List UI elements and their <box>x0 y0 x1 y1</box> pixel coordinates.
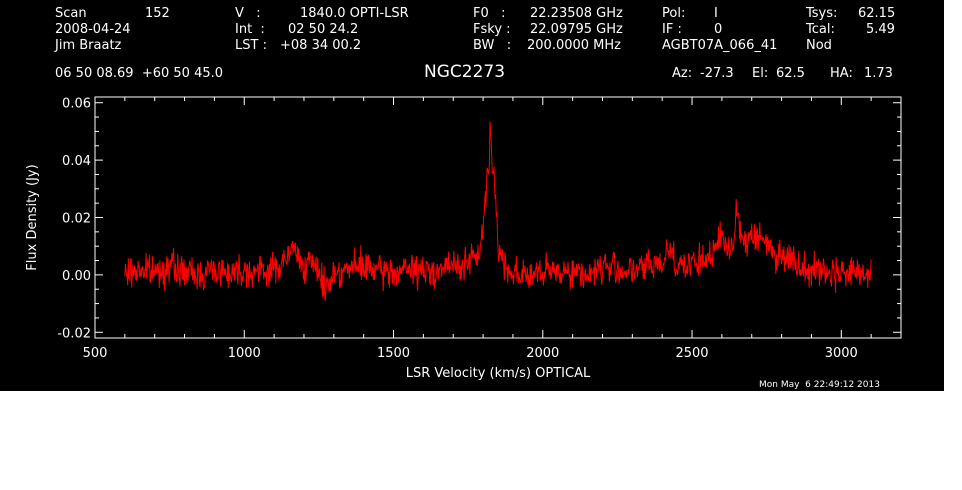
y-tick-label: 0.06 <box>62 97 91 112</box>
project-id: AGBT07A_066_41 <box>662 38 778 53</box>
plot-panel <box>0 0 944 391</box>
x-axis-label: LSR Velocity (km/s) OPTICAL <box>406 366 591 381</box>
series-line-0 <box>124 121 872 302</box>
x-tick-label: 3000 <box>825 346 858 361</box>
tcal-value: 5.49 <box>866 22 895 37</box>
x-tick-label: 500 <box>83 346 108 361</box>
observer-name: Jim Braatz <box>55 38 122 53</box>
spectrum-chart: 500 1000 1500 2000 2500 3000 -0.02 0.00 0.02 0.04… <box>25 96 902 381</box>
y-tick-label: 0.00 <box>62 269 91 284</box>
bw-value: 200.0000 MHz <box>527 38 621 53</box>
source-name: NGC2273 <box>424 62 506 82</box>
if-label: IF : <box>662 22 682 37</box>
obs-date: 2008-04-24 <box>55 22 131 37</box>
x-tick-label: 1500 <box>377 346 410 361</box>
plot-timestamp: Mon May 6 22:49:12 2013 <box>759 380 880 390</box>
bw-label: BW : <box>473 38 512 53</box>
y-tick-label: 0.04 <box>62 154 91 169</box>
el-label: El: <box>752 66 769 81</box>
fsky-value: 22.09795 GHz <box>530 22 623 37</box>
tsys-label: Tsys: <box>806 6 838 21</box>
ha-value: 1.73 <box>864 66 893 81</box>
source-coords: 06 50 08.69 +60 50 45.0 <box>55 66 224 81</box>
y-tick-label: -0.02 <box>57 326 91 341</box>
if-value: 0 <box>714 22 723 37</box>
velocity-label: V : <box>235 6 261 21</box>
el-value: 62.5 <box>776 66 805 81</box>
pol-value: I <box>714 6 718 21</box>
fsky-label: Fsky : <box>473 22 511 37</box>
int-value: 02 50 24.2 <box>288 22 359 37</box>
x-tick-label: 2500 <box>675 346 708 361</box>
scan-value: 152 <box>145 6 170 21</box>
lst-label: LST : <box>235 38 267 53</box>
axes-frame <box>94 96 902 339</box>
obs-mode: Nod <box>806 38 832 53</box>
lst-value: +08 34 00.2 <box>280 38 362 53</box>
az-value: -27.3 <box>700 66 734 81</box>
tsys-value: 62.15 <box>858 6 896 21</box>
az-label: Az: <box>672 66 693 81</box>
x-tick-label: 1000 <box>228 346 261 361</box>
int-label: Int : <box>235 22 265 37</box>
pol-label: Pol: <box>662 6 686 21</box>
y-tick-label: 0.02 <box>62 212 91 227</box>
x-tick-label: 2000 <box>526 346 559 361</box>
f0-label: F0 : <box>473 6 506 21</box>
y-axis-label: Flux Density (Jy) <box>25 164 40 270</box>
ha-label: HA: <box>830 66 853 81</box>
scan-label: Scan <box>55 6 87 21</box>
tcal-label: Tcal: <box>806 22 835 37</box>
velocity-value: 1840.0 OPTI-LSR <box>300 6 409 21</box>
f0-value: 22.23508 GHz <box>530 6 623 21</box>
